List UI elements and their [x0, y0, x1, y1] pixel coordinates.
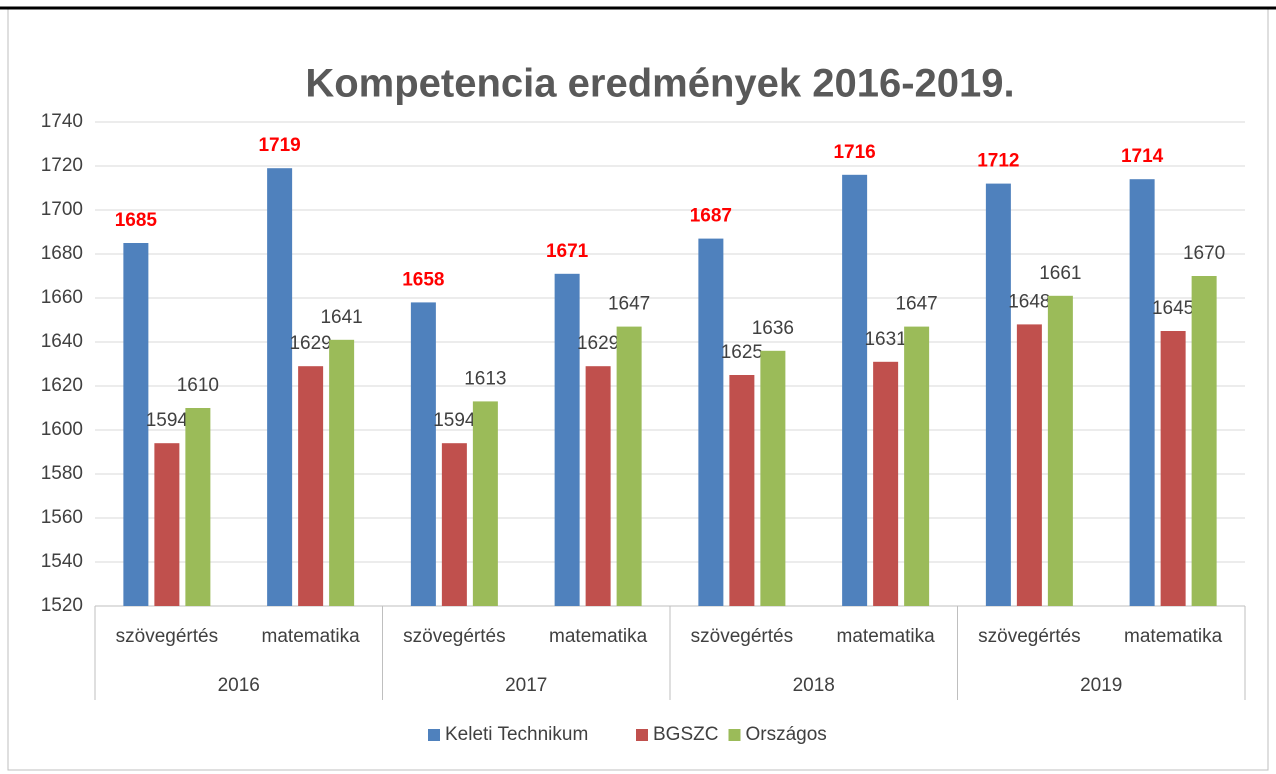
y-tick-label: 1680 — [41, 243, 83, 264]
group-label: 2017 — [505, 675, 547, 696]
bar — [1047, 295, 1073, 606]
group-label: 2019 — [1080, 675, 1122, 696]
bar — [123, 243, 149, 606]
x-tick-label: matematika — [1124, 626, 1223, 647]
bar — [441, 443, 467, 606]
data-label: 1594 — [146, 410, 189, 431]
data-label: 1647 — [608, 294, 650, 315]
bar — [185, 408, 211, 606]
x-tick-label: szövegértés — [691, 626, 793, 647]
data-label: 1648 — [1008, 291, 1050, 312]
y-tick-label: 1520 — [41, 595, 83, 616]
bar — [298, 366, 324, 606]
bar — [729, 375, 755, 606]
data-label: 1712 — [977, 151, 1019, 172]
data-label: 1714 — [1121, 146, 1164, 167]
bar — [329, 339, 355, 606]
x-tick-label: szövegértés — [978, 626, 1080, 647]
y-tick-label: 1560 — [41, 507, 83, 528]
data-label: 1636 — [752, 318, 794, 339]
bar — [985, 183, 1011, 606]
bar — [760, 350, 786, 606]
y-tick-label: 1540 — [41, 551, 83, 572]
data-label: 1716 — [833, 142, 875, 163]
data-label: 1645 — [1152, 298, 1194, 319]
x-tick-label: matematika — [549, 626, 648, 647]
y-tick-label: 1720 — [41, 155, 83, 176]
data-label: 1647 — [895, 294, 937, 315]
group-label: 2018 — [793, 675, 835, 696]
bar — [1129, 179, 1155, 606]
data-label: 1610 — [177, 375, 219, 396]
legend-swatch — [728, 729, 741, 741]
bar — [267, 168, 293, 606]
data-label: 1631 — [864, 329, 906, 350]
y-tick-label: 1740 — [41, 111, 83, 132]
group-label: 2016 — [218, 675, 260, 696]
legend-label: Keleti Technikum — [445, 724, 588, 745]
bar — [616, 326, 642, 606]
data-label: 1613 — [464, 368, 506, 389]
bar — [1191, 276, 1217, 606]
bar — [873, 361, 899, 606]
legend-swatch — [428, 729, 440, 741]
legend-label: Országos — [746, 724, 827, 745]
data-label: 1719 — [258, 135, 300, 156]
data-label: 1685 — [115, 210, 158, 231]
bar — [698, 238, 724, 606]
bar — [554, 273, 580, 606]
data-label: 1641 — [320, 307, 362, 328]
y-tick-label: 1620 — [41, 375, 83, 396]
x-tick-label: matematika — [262, 626, 361, 647]
x-tick-label: szövegértés — [116, 626, 218, 647]
bar — [154, 443, 180, 606]
data-label: 1625 — [721, 342, 763, 363]
legend-label: BGSZC — [653, 724, 718, 745]
bar — [842, 174, 868, 607]
y-tick-label: 1580 — [41, 463, 83, 484]
data-label: 1687 — [690, 206, 732, 227]
bar — [472, 401, 498, 606]
x-tick-label: szövegértés — [403, 626, 505, 647]
data-label: 1629 — [577, 333, 619, 354]
y-tick-label: 1700 — [41, 199, 83, 220]
bar — [585, 366, 611, 606]
chart-title: Kompetencia eredmények 2016-2019. — [305, 62, 1014, 106]
legend-swatch — [636, 729, 648, 741]
data-label: 1661 — [1039, 263, 1081, 284]
y-tick-label: 1600 — [41, 419, 83, 440]
y-tick-label: 1660 — [41, 287, 83, 308]
bar — [904, 326, 930, 606]
data-label: 1658 — [402, 269, 444, 290]
y-tick-label: 1640 — [41, 331, 83, 352]
bar — [410, 302, 436, 606]
data-label: 1629 — [289, 333, 331, 354]
bar — [1160, 331, 1186, 606]
x-tick-label: matematika — [837, 626, 936, 647]
data-label: 1671 — [546, 241, 589, 262]
data-label: 1670 — [1183, 243, 1225, 264]
bar — [1016, 324, 1042, 606]
data-label: 1594 — [433, 410, 476, 431]
